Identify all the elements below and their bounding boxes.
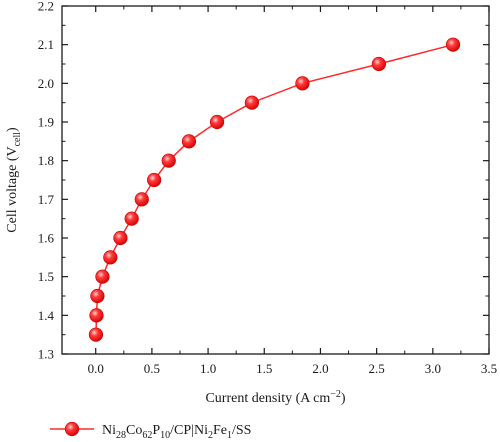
legend: Ni28Co62P10/CP|Ni2Fe1/SS [50,421,251,441]
y-tick-label: 1.8 [38,153,54,168]
data-point [90,288,105,304]
x-tick-label: 0.0 [88,361,104,376]
legend-label-part: /SS [232,423,251,438]
legend-label-part: P [152,423,160,438]
x-axis-title: Current density (A cm−2) [205,389,345,406]
data-point [124,211,139,226]
data-point [295,76,310,91]
data-point [147,172,162,188]
data-point [113,230,128,246]
data-point [161,153,176,168]
x-axis-title-tail: ) [341,391,346,406]
x-axis-title-sup: −2 [330,389,341,400]
y-tick-label: 1.5 [38,269,54,284]
legend-label-part: 2 [208,430,213,441]
data-point [88,327,104,342]
legend-label-part: 10 [160,430,170,441]
data-point [181,134,197,149]
y-tick-label: 1.3 [38,347,54,362]
data-point [103,250,118,265]
legend-label-part: 1 [227,430,232,441]
data-series [88,37,461,342]
y-tick-label: 1.9 [38,115,54,130]
x-tick-label: 1.5 [256,361,272,376]
legend-label-part: Ni [102,423,116,438]
y-axis-title: Cell voltage (Vcell) [5,127,23,233]
data-point [244,95,260,110]
axis-labels: Current density (A cm−2)Cell voltage (Vc… [5,127,346,406]
data-point [134,192,149,207]
y-axis-title-tail: ) [5,127,20,132]
x-tick-label: 3.5 [481,361,497,376]
legend-label-part: /CP|Ni [170,423,208,438]
y-tick-label: 2.1 [38,37,54,52]
x-tick-label: 1.0 [200,361,216,376]
legend-label-part: 28 [116,430,126,441]
data-point [95,269,110,284]
data-point [209,114,225,130]
x-axis-title-base: Current density (A cm [205,391,330,406]
y-tick-label: 1.4 [38,308,55,323]
legend-marker [64,421,80,437]
legend-label-part: Fe [213,423,227,438]
legend-label: Ni28Co62P10/CP|Ni2Fe1/SS [102,423,251,441]
data-point [371,56,386,72]
x-tick-label: 2.0 [312,361,328,376]
data-point [445,37,461,52]
y-tick-label: 2.2 [38,0,54,14]
axes: 0.0 0.5 1.0 1.5 2.0 2.5 3.0 3.5 1.3 1.4 1.5 1.6 1.7 1… [38,0,497,376]
y-axis-title-base: Cell voltage (V [5,146,20,232]
plot-frame [61,5,490,355]
y-tick-label: 1.6 [38,231,55,246]
y-tick-label: 1.7 [38,192,55,207]
data-point [89,308,104,323]
legend-label-part: 62 [142,430,152,441]
x-tick-label: 0.5 [144,361,160,376]
y-tick-label: 2.0 [38,76,54,91]
x-tick-label: 2.5 [369,361,385,376]
y-axis-title-sub: cell [12,132,23,147]
series-line [95,43,454,335]
legend-label-part: Co [126,423,142,438]
x-tick-label: 3.0 [425,361,441,376]
